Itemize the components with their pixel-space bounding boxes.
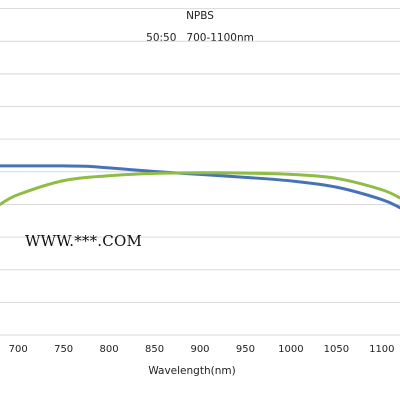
series-layer bbox=[0, 164, 400, 210]
x-tick-label: 1000 bbox=[278, 344, 303, 355]
watermark-text: WWW.***.COM bbox=[25, 232, 142, 250]
series-line-green bbox=[0, 171, 400, 206]
x-tick-label: 950 bbox=[236, 344, 255, 355]
grid-lines bbox=[0, 8, 400, 336]
x-tick-label: 1100 bbox=[369, 344, 394, 355]
x-tick-label: 1050 bbox=[324, 344, 349, 355]
x-tick-label: 850 bbox=[145, 344, 164, 355]
chart-title: NPBS bbox=[186, 10, 214, 22]
x-tick-label: 700 bbox=[9, 344, 28, 355]
x-tick-labels: 700 750 800 850 900 950 1000 1050 1100 bbox=[9, 344, 395, 355]
x-axis-label: Wavelength(nm) bbox=[148, 365, 235, 377]
x-tick-label: 900 bbox=[190, 344, 209, 355]
x-tick-label: 750 bbox=[54, 344, 73, 355]
x-tick-label: 800 bbox=[100, 344, 119, 355]
